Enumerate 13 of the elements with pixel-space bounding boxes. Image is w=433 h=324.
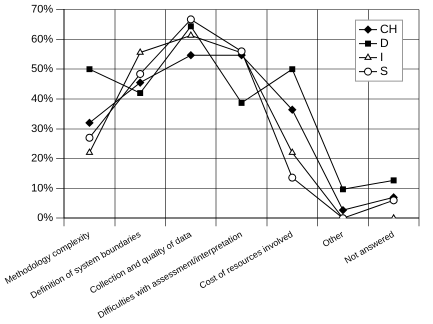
y-tick-label: 40% (31, 93, 54, 106)
y-tick-label: 30% (31, 122, 54, 135)
legend-label: S (380, 64, 388, 78)
x-tick-label: Other (320, 229, 346, 250)
y-tick-label: 60% (31, 33, 54, 46)
legend-label: CH (380, 22, 398, 36)
y-tick-label: 10% (31, 182, 54, 194)
legend-label: I (380, 50, 384, 64)
y-tick-label: 20% (31, 152, 54, 165)
y-tick-label: 0% (37, 212, 54, 224)
y-tick-label: 70% (31, 4, 54, 16)
legend-label: D (380, 36, 389, 50)
y-tick-label: 50% (31, 63, 54, 76)
